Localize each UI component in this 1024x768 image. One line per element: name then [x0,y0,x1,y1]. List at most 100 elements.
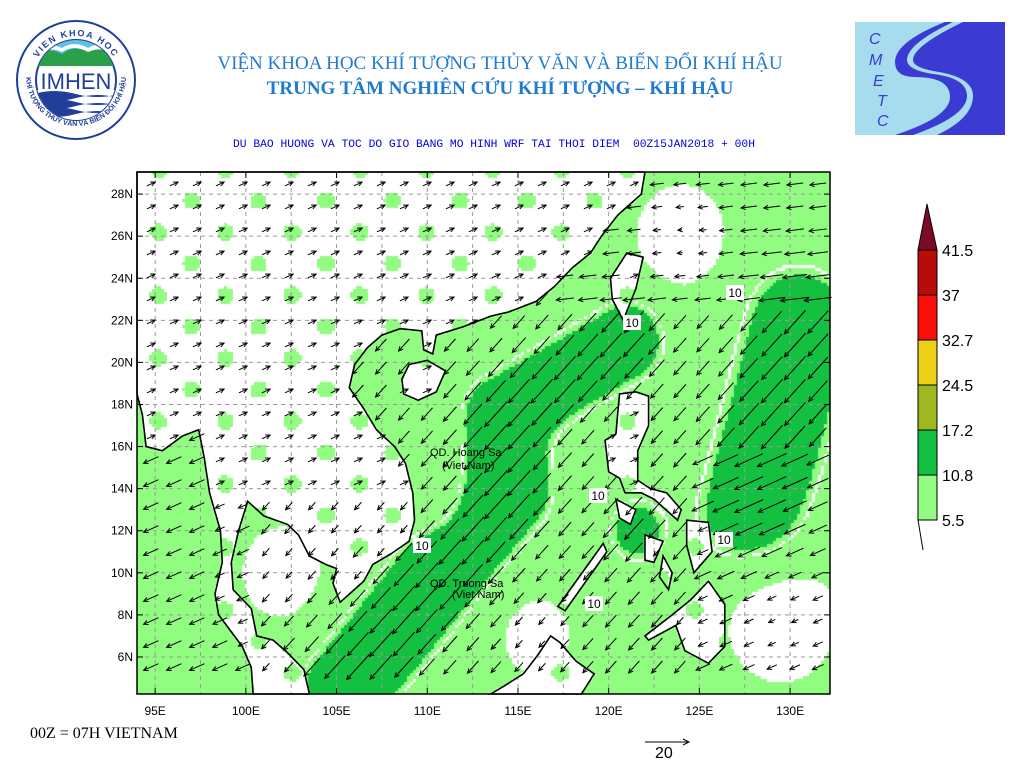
lat-label: 20N [111,355,133,369]
wind-arrow-head [165,574,172,579]
wind-arrow [583,227,594,233]
wind-arrow-shaft [192,227,202,233]
wind-arrow [307,250,318,256]
wind-arrow-shaft [767,595,777,601]
wind-arrow-head [353,573,360,580]
wind-arrow-head [555,296,562,303]
wind-arrow-shaft [739,380,759,402]
wind-arrow [353,250,364,256]
legend-level-label: 10.8 [942,468,973,485]
wind-arrow [169,342,180,348]
center-title: TRUNG TÂM NGHIÊN CỨU KHÍ TƯỢNG – KHÍ HẬU [266,78,734,99]
wind-arrow [743,618,754,624]
contour-label-bg [413,538,431,553]
wind-arrow-head [380,457,387,463]
wind-arrow-head [403,296,410,302]
wind-arrow [399,480,410,486]
wind-arrow [236,548,250,556]
wind-arrow-head [242,434,249,440]
wind-arrow-shaft [238,250,248,256]
wind-arrow-shaft [490,614,502,628]
wind-arrow [537,250,548,256]
wind-arrow [812,595,824,601]
wind-arrow-head [717,417,723,424]
wind-arrow-head [673,667,680,674]
wind-arrow [507,401,531,428]
wind-arrow-head [541,273,548,279]
wind-arrow-shaft [468,204,478,210]
wind-arrow-shaft [692,500,714,512]
wind-arrow-shaft [558,498,572,514]
wind-arrow [142,456,159,464]
wind-arrow-head [357,227,364,233]
wind-arrow [445,296,456,302]
wind-arrow-head [461,559,467,565]
wind-arrow [650,430,663,445]
wind-arrow-shaft [696,182,710,186]
wind-arrow [696,315,710,330]
wind-arrow-shaft [238,503,248,509]
wind-arrow-head [483,421,490,428]
wind-arrow-head [449,181,456,187]
wind-arrow [489,337,503,353]
lat-label: 12N [111,524,133,538]
wind-arrow [537,181,548,187]
wind-arrow-shaft [353,250,363,256]
wind-arrow [376,250,387,256]
wind-arrow-shaft [806,274,830,278]
wind-arrow-shaft [462,494,484,518]
wind-arrow-shaft [740,251,758,255]
wind-arrow-head [440,625,447,632]
wind-arrow-head [783,351,790,358]
wind-arrow [440,518,460,540]
wind-arrow [261,365,272,371]
wind-arrow [648,313,666,332]
wind-arrow-shaft [809,182,827,186]
wind-arrow [603,543,619,561]
wind-arrow-shaft [443,429,457,445]
wind-arrow-shaft [143,594,159,602]
wind-arrow-head [265,434,272,440]
wind-arrow-head [648,509,655,516]
wind-arrow [192,342,203,348]
wind-arrow-shaft [215,273,225,279]
wind-arrow-head [696,323,703,330]
wind-arrow-head [443,392,449,399]
wind-arrow [146,227,157,233]
wind-arrow [760,379,783,404]
wind-arrow-head [518,273,525,279]
wind-arrow-head [650,438,657,445]
wind-arrow-shaft [627,251,641,255]
wind-arrow-head [397,415,404,421]
wind-arrow-shaft [166,548,182,556]
wind-arrow [740,312,758,332]
wind-arrow-head [738,396,745,403]
wind-arrow-head [578,273,585,280]
wind-arrow [146,342,157,348]
wind-arrow-head [603,554,609,561]
wind-arrow [214,526,225,532]
wind-arrow [422,365,433,371]
wind-arrow-head [647,349,654,356]
wind-arrow-shaft [560,204,570,210]
place-name: QD. Hoang Sa [430,447,502,459]
wind-arrow-shaft [330,227,340,233]
wind-arrow [808,204,827,211]
wind-arrow-head [242,342,249,348]
time-note: 00Z = 07H VIETNAM [30,725,178,742]
wind-arrow [531,402,553,426]
wind-arrow-head [581,530,587,537]
wind-arrow-head [219,250,226,256]
wind-arrow-head [353,527,360,534]
wind-arrow-head [288,227,295,233]
wind-arrow-shaft [376,480,386,486]
wind-arrow [376,227,387,233]
wind-arrow-head [330,574,336,581]
wind-arrow-head [403,250,410,256]
wind-arrow-head [507,397,514,404]
wind-arrow [577,380,598,403]
wind-arrow-head [165,528,172,533]
wind-arrow-shaft [603,498,619,514]
wind-arrow [627,660,640,674]
wind-arrow-shaft [560,616,570,626]
